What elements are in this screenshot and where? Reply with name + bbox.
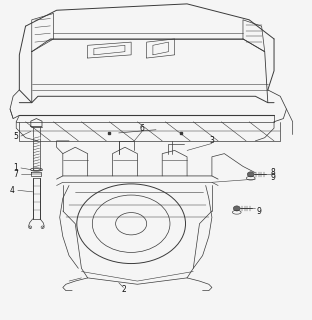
Text: 9: 9 xyxy=(270,173,275,182)
Text: 3: 3 xyxy=(209,136,214,145)
Text: 2: 2 xyxy=(121,285,126,294)
Text: 5: 5 xyxy=(13,132,18,140)
Ellipse shape xyxy=(247,172,254,177)
Ellipse shape xyxy=(233,206,240,211)
Text: 4: 4 xyxy=(10,186,15,195)
Text: 9: 9 xyxy=(256,207,261,216)
Text: 1: 1 xyxy=(13,164,18,172)
Text: 6: 6 xyxy=(139,124,144,133)
Text: 8: 8 xyxy=(270,168,275,177)
Text: 7: 7 xyxy=(13,170,18,179)
